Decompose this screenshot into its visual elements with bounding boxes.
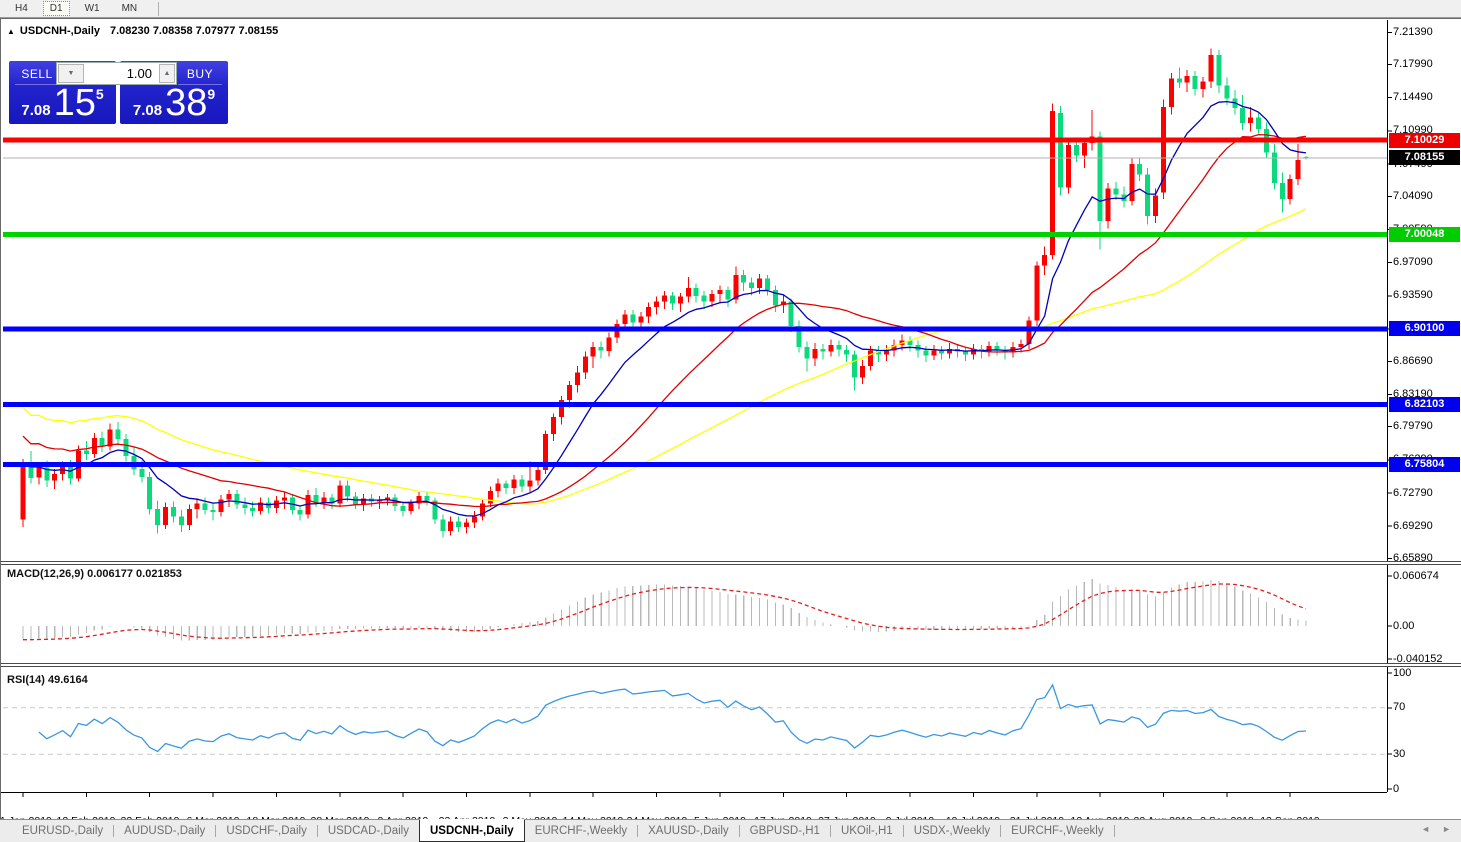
- tab-scroll-controls: ◄ ►: [1421, 824, 1451, 834]
- candles-layer: [20, 48, 1309, 538]
- volume-decrease-button[interactable]: ▼: [58, 64, 84, 83]
- tab-separator: [637, 825, 639, 837]
- blue-line-1-badge: 6.90100: [1389, 321, 1460, 337]
- chart-tab-10-eurchf-weekly[interactable]: EURCHF-,Weekly: [1011, 825, 1104, 837]
- sell-button[interactable]: SELL: [15, 65, 59, 85]
- chart-tab-1-audusd-daily[interactable]: AUDUSD-,Daily: [124, 825, 206, 837]
- macd-value-signal: 0.021853: [136, 568, 182, 580]
- chart-graphics: [1, 20, 1392, 797]
- timeframe-button-mn[interactable]: MN: [121, 3, 138, 14]
- buy-button[interactable]: BUY: [178, 65, 222, 85]
- tab-separator: [829, 825, 831, 837]
- timeframe-button-d1[interactable]: D1: [42, 1, 70, 16]
- price-tick-label: 6.69290: [1393, 519, 1433, 532]
- rsi-label-row: RSI(14) 49.6164: [7, 674, 88, 686]
- macd-histogram: [22, 579, 1307, 641]
- tab-separator: [902, 825, 904, 837]
- buy-price-prefix: 7.08: [132, 102, 163, 119]
- volume-input[interactable]: [85, 63, 158, 84]
- chart-tab-6-xauusd-daily[interactable]: XAUUSD-,Daily: [648, 825, 729, 837]
- rsi-canvas[interactable]: [3, 650, 1387, 792]
- buy-price-big: 38: [165, 82, 208, 124]
- price-tick-label: 6.97090: [1393, 256, 1433, 269]
- macd-label: MACD(12,26,9): [7, 568, 85, 580]
- price-tick-label: 7.17990: [1393, 58, 1433, 70]
- blue-line-2-badge: 6.82103: [1389, 397, 1460, 413]
- panel-splitter-macd[interactable]: [1, 561, 1461, 565]
- timeframe-button-h4[interactable]: H4: [15, 3, 28, 14]
- price-tick-label: 6.93590: [1393, 289, 1433, 302]
- ohlc-values: 7.08230 7.08358 7.07977 7.08155: [110, 25, 279, 37]
- symbol-tab-bar: EURUSD-,Daily AUDUSD-,Daily USDCHF-,Daily U…: [0, 819, 1461, 842]
- main-chart-canvas[interactable]: [3, 20, 1387, 543]
- price-tick-label: 6.79790: [1393, 420, 1433, 433]
- rsi-tick-label: 0: [1393, 782, 1400, 795]
- tab-separator: [1113, 825, 1115, 837]
- macd-value-main: 0.006177: [87, 568, 133, 580]
- chart-tab-2-usdchf-daily[interactable]: USDCHF-,Daily: [226, 825, 307, 837]
- price-tick-label: 7.04090: [1393, 189, 1433, 202]
- sell-price-big: 15: [53, 82, 96, 124]
- tab-separator: [113, 825, 115, 837]
- chart-tab-4-usdcnh-daily[interactable]: USDCNH-,Daily: [418, 819, 525, 842]
- chart-tab-9-usdx-weekly[interactable]: USDX-,Weekly: [913, 825, 991, 837]
- sell-price-pip: 5: [95, 86, 104, 102]
- tab-scroll-right-icon[interactable]: ►: [1442, 824, 1451, 834]
- timeframe-button-w1[interactable]: W1: [84, 3, 100, 14]
- macd-tick-label: 0.060674: [1393, 569, 1439, 582]
- one-click-trade-panel: SELL 7.08 15 5 BUY 7.08 38 9 ▼ ▲: [9, 61, 228, 124]
- volume-spinner: ▼ ▲: [56, 62, 177, 85]
- price-tick-label: 7.21390: [1393, 25, 1433, 38]
- rsi-tick-label: 100: [1393, 666, 1412, 679]
- rsi-tick-label: 70: [1393, 701, 1406, 714]
- rsi-label: RSI(14): [7, 674, 45, 686]
- volume-increase-button[interactable]: ▲: [159, 64, 175, 83]
- resistance-line-badge: 7.10029: [1389, 132, 1460, 148]
- chart-tab-7-gbpusd-h1[interactable]: GBPUSD-,H1: [749, 825, 820, 837]
- collapse-arrow-icon[interactable]: ▲: [7, 27, 15, 36]
- chart-tab-5-eurchf-weekly[interactable]: EURCHF-,Weekly: [534, 825, 628, 837]
- price-tick-label: 6.65890: [1393, 551, 1433, 564]
- tab-separator: [738, 825, 740, 837]
- tab-separator: [215, 825, 217, 837]
- buy-panel: BUY 7.08 38 9: [120, 61, 228, 124]
- buy-price-pip: 9: [207, 86, 216, 102]
- ma-slow-line: [22, 208, 1307, 505]
- chart-title: ▲ USDCNH-,Daily 7.08230 7.08358 7.07977 7.…: [7, 25, 278, 37]
- macd-tick-label: -0.040152: [1393, 652, 1443, 665]
- sell-price-prefix: 7.08: [21, 102, 51, 119]
- sell-panel: SELL 7.08 15 5: [9, 61, 116, 124]
- support-green-badge: 7.00048: [1389, 227, 1460, 243]
- buy-price-button[interactable]: 7.08 38 9: [120, 82, 228, 124]
- macd-label-row: MACD(12,26,9) 0.006177 0.021853: [7, 568, 182, 580]
- rsi-value: 49.6164: [47, 674, 88, 686]
- current-price-badge: 7.08155: [1389, 150, 1460, 166]
- rsi-line: [38, 683, 1307, 753]
- price-tick-label: 7.14490: [1393, 91, 1433, 104]
- horizontal-lines-layer[interactable]: [3, 137, 1387, 467]
- price-tick-label: 6.72790: [1393, 486, 1433, 499]
- price-tick-label: 6.83190: [1393, 387, 1433, 400]
- tab-separator: [316, 825, 318, 837]
- blue-line-3-badge: 6.75804: [1389, 457, 1460, 472]
- chart-tab-3-usdcad-daily[interactable]: USDCAD-,Daily: [327, 825, 409, 837]
- tab-separator: [1000, 825, 1002, 837]
- chart-tab-8-ukoil-h1[interactable]: UKOil-,H1: [840, 825, 893, 837]
- chart-tab-0-eurusd-daily[interactable]: EURUSD-,Daily: [22, 825, 104, 837]
- macd-tick-label: 0.00: [1393, 619, 1415, 632]
- rsi-tick-label: 30: [1393, 747, 1406, 760]
- ma-mid-line: [22, 133, 1307, 508]
- tab-scroll-left-icon[interactable]: ◄: [1421, 824, 1431, 834]
- timeframe-toolbar: H4 D1 W1 MN: [0, 0, 1461, 18]
- symbol-title: USDCNH-,Daily: [19, 25, 100, 37]
- price-tick-label: 6.86690: [1393, 354, 1433, 367]
- toolbar-separator: [158, 1, 160, 16]
- panel-splitter-rsi[interactable]: [1, 663, 1461, 667]
- chart-window: ▲ USDCNH-,Daily 7.08230 7.08358 7.07977 7.…: [0, 18, 1461, 842]
- sell-price-button[interactable]: 7.08 15 5: [9, 82, 116, 124]
- rsi-levels: [3, 707, 1387, 755]
